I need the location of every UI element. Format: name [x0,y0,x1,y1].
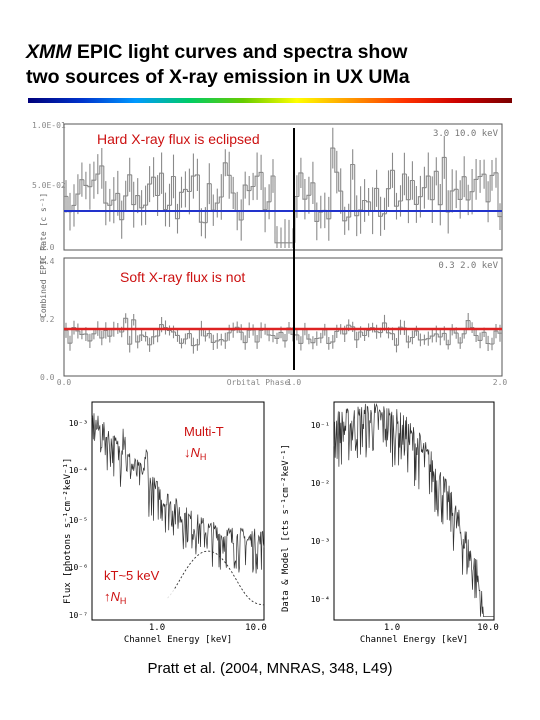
model-ytick-4: 10⁻⁷ [69,611,88,620]
slide-title: XMM EPIC light curves and spectra show t… [26,40,526,90]
data-xtick-0: 1.0 [384,623,400,633]
rainbow-rule [28,98,512,103]
model-xtick-1: 10.0 [245,623,267,633]
hard-ytick-mid: 5.0E-02 [32,181,66,190]
soft-band-label: 0.3 2.0 keV [438,261,498,271]
data-spectrum-curves [333,402,494,618]
kt-annotation: kT~5 keV ↑NH [100,564,174,608]
title-emphasis: XMM [26,41,72,63]
phase-xlabel: Orbital Phase [227,378,290,386]
data-ytick-2: 10⁻³ [311,537,330,546]
soft-flux-label: Soft X-ray flux is not [120,269,245,285]
spectrum-model-figure: Flux [photons s⁻¹cm⁻²keV⁻¹] 10⁻³ 10⁻⁴ 10… [60,398,272,646]
soft-ytick-top: 0.4 [40,257,55,266]
model-ytick-0: 10⁻³ [69,419,88,428]
data-xtick-1: 10.0 [477,623,499,633]
phase-xtick-0: 0.0 [57,378,72,386]
title-line-1-rest: EPIC light curves and spectra show [71,41,408,63]
hard-label-box [92,128,288,148]
spectrum-data-ylabel: Data & Model [cts s⁻¹cm⁻²keV⁻¹] [281,444,291,612]
kt-nh: ↑NH [104,589,126,606]
light-curves-figure: Combined EPIC Rate [c s⁻¹] 1.0E-01 5.0E-… [28,118,514,386]
spectrum-data-frame [333,401,495,621]
spectrum-model-xlabel: Channel Energy [keV] [124,635,232,645]
hard-flux-label: Hard X-ray flux is eclipsed [97,131,260,147]
hard-curve-trace [64,127,502,248]
lc-ylabel: Combined EPIC Rate [c s⁻¹] [39,193,48,318]
model-ytick-2: 10⁻⁵ [69,516,88,525]
citation-credit: Pratt et al. (2004, MNRAS, 348, L49) [147,660,393,677]
hard-ytick-bottom: 0.0 [40,243,55,252]
hard-panel-frame [63,123,503,251]
model-ytick-1: 10⁻⁴ [69,466,88,475]
model-spectrum-curves [91,413,265,606]
data-ytick-1: 10⁻² [311,479,330,488]
multi-t-label: Multi-T [184,424,224,439]
data-ytick-3: 10⁻⁴ [311,595,330,604]
soft-label-box [114,266,266,286]
multi-t-annotation: Multi-T ↓NH [180,422,240,466]
phase-xtick-1: 1.0 [287,378,302,386]
model-hard-component [167,550,265,606]
title-line-2: two sources of X-ray emission in UX UMa [26,66,410,88]
phase-xtick-2: 2.0 [493,378,508,386]
soft-ytick-bottom: 0.0 [40,373,55,382]
spectrum-model-ylabel: Flux [photons s⁻¹cm⁻²keV⁻¹] [63,458,73,604]
soft-ytick-mid: 0.2 [40,315,55,324]
soft-panel-frame [63,257,503,377]
hard-light-curve [64,127,502,248]
model-soft-component [91,413,265,574]
spectrum-model-frame [91,401,265,621]
multi-t-nh: ↓NH [184,445,206,462]
data-ytick-0: 10⁻¹ [311,421,330,430]
kt-label: kT~5 keV [104,568,160,583]
hard-band-label: 3.0 10.0 keV [433,129,499,139]
spectrum-data-xlabel: Channel Energy [keV] [360,635,468,645]
title-line-1: XMM EPIC light curves and spectra show [26,40,526,65]
data-spectrum-trace [333,402,494,618]
model-ytick-3: 10⁻⁶ [69,563,88,572]
hard-ytick-top: 1.0E-01 [32,121,66,130]
model-xtick-0: 1.0 [149,623,165,633]
spectrum-data-figure: Data & Model [cts s⁻¹cm⁻²keV⁻¹] 10⁻¹ 10⁻… [276,398,512,646]
